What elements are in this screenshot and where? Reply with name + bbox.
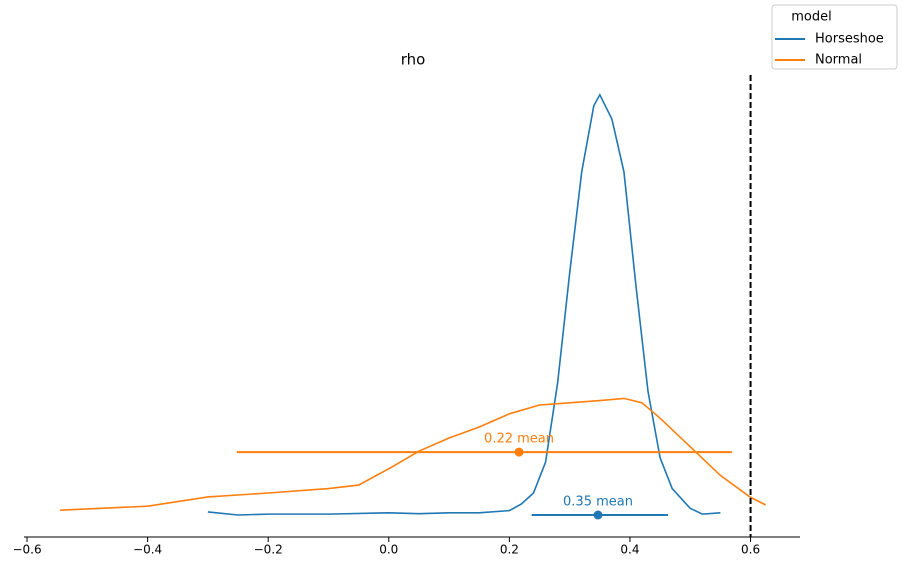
legend-label: Horseshoe: [815, 32, 884, 47]
x-tick-label: 0.4: [620, 543, 639, 557]
legend-title: model: [791, 10, 831, 25]
chart-title: rho: [401, 51, 426, 69]
x-tick-label: 0.0: [379, 543, 398, 557]
x-tick-label: 0.2: [500, 543, 519, 557]
x-tick-label: −0.6: [12, 543, 41, 557]
mean-point: [514, 447, 524, 457]
legend-box: [771, 4, 898, 70]
mean-label: 0.22 mean: [484, 432, 554, 447]
mean-point: [593, 510, 603, 520]
x-tick-label: −0.2: [254, 543, 283, 557]
density-curve: [207, 93, 721, 516]
x-tick-label: −0.4: [133, 543, 162, 557]
legend-label: Normal: [815, 53, 862, 68]
density-curve: [60, 397, 766, 511]
mean-label: 0.35 mean: [563, 495, 633, 510]
x-tick-label: 0.6: [741, 543, 760, 557]
